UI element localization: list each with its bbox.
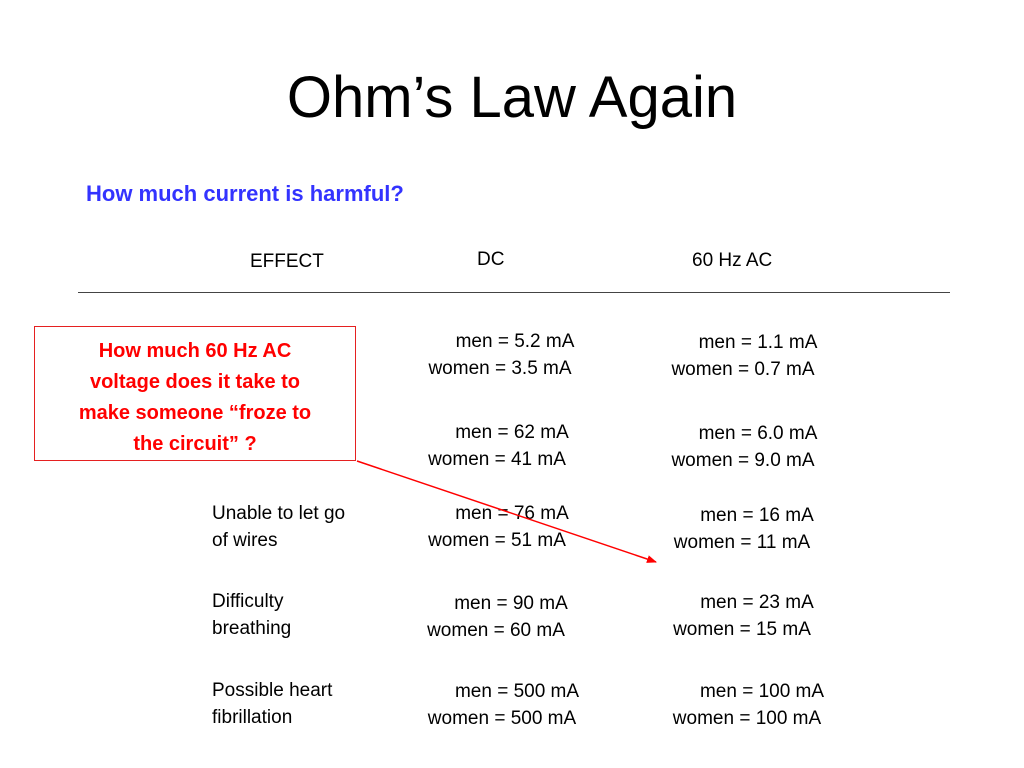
effect-line: Possible heart (212, 680, 333, 701)
slide-subtitle: How much current is harmful? (86, 181, 404, 206)
ac-women-value: women = 11 mA (673, 532, 811, 553)
dc-cell: men = 500 mA women = 500 mA (402, 678, 602, 732)
dc-women-value: women = 3.5 mA (428, 358, 572, 379)
ac-men-value: men = 16 mA (700, 505, 814, 526)
callout-line: the circuit” ? (133, 433, 257, 455)
effect-label: Unable to let go of wires (212, 500, 392, 554)
dc-men-value: men = 90 mA (454, 593, 568, 614)
header-ac: 60 Hz AC (692, 250, 773, 271)
header-dc: DC (477, 249, 505, 270)
ac-cell: men = 16 mA women = 11 mA (642, 502, 842, 556)
dc-women-value: women = 51 mA (428, 530, 566, 551)
arrow-line (356, 460, 657, 563)
dc-women-value: women = 500 mA (427, 708, 577, 729)
dc-cell: men = 62 mA women = 41 mA (397, 419, 597, 473)
effect-line: fibrillation (212, 707, 293, 728)
ac-women-value: women = 0.7 mA (671, 359, 815, 380)
ac-cell: men = 100 mA women = 100 mA (647, 678, 847, 732)
header-effect: EFFECT (250, 251, 324, 272)
callout-box: How much 60 Hz AC voltage does it take t… (34, 326, 356, 461)
ac-cell: men = 6.0 mA women = 9.0 mA (643, 420, 843, 474)
ac-women-value: women = 15 mA (673, 619, 811, 640)
effect-line: Unable to let go (212, 503, 346, 524)
dc-men-value: men = 62 mA (455, 422, 569, 443)
dc-women-value: women = 60 mA (427, 620, 565, 641)
effect-line: of wires (212, 530, 278, 551)
dc-cell: men = 5.2 mA women = 3.5 mA (400, 328, 600, 382)
ac-men-value: men = 1.1 mA (698, 332, 818, 353)
slide-title: Ohm’s Law Again (286, 65, 738, 130)
ac-men-value: men = 100 mA (699, 681, 825, 702)
ac-women-value: women = 9.0 mA (671, 450, 815, 471)
dc-cell: men = 90 mA women = 60 mA (396, 590, 596, 644)
ac-men-value: men = 23 mA (700, 592, 814, 613)
ac-men-value: men = 6.0 mA (698, 423, 818, 444)
effect-label: Difficulty breathing (212, 588, 392, 642)
callout-line: How much 60 Hz AC (98, 340, 292, 362)
effect-label: Possible heart fibrillation (212, 677, 392, 731)
header-divider (78, 292, 950, 293)
dc-men-value: men = 5.2 mA (455, 331, 575, 352)
effect-line: Difficulty (212, 591, 284, 612)
ac-cell: men = 1.1 mA women = 0.7 mA (643, 329, 843, 383)
callout-line: make someone “froze to (78, 402, 312, 424)
callout-line: voltage does it take to (89, 371, 301, 393)
ac-women-value: women = 100 mA (672, 708, 822, 729)
effect-line: breathing (212, 618, 292, 639)
dc-women-value: women = 41 mA (428, 449, 566, 470)
ac-cell: men = 23 mA women = 15 mA (642, 589, 842, 643)
dc-men-value: men = 500 mA (454, 681, 580, 702)
